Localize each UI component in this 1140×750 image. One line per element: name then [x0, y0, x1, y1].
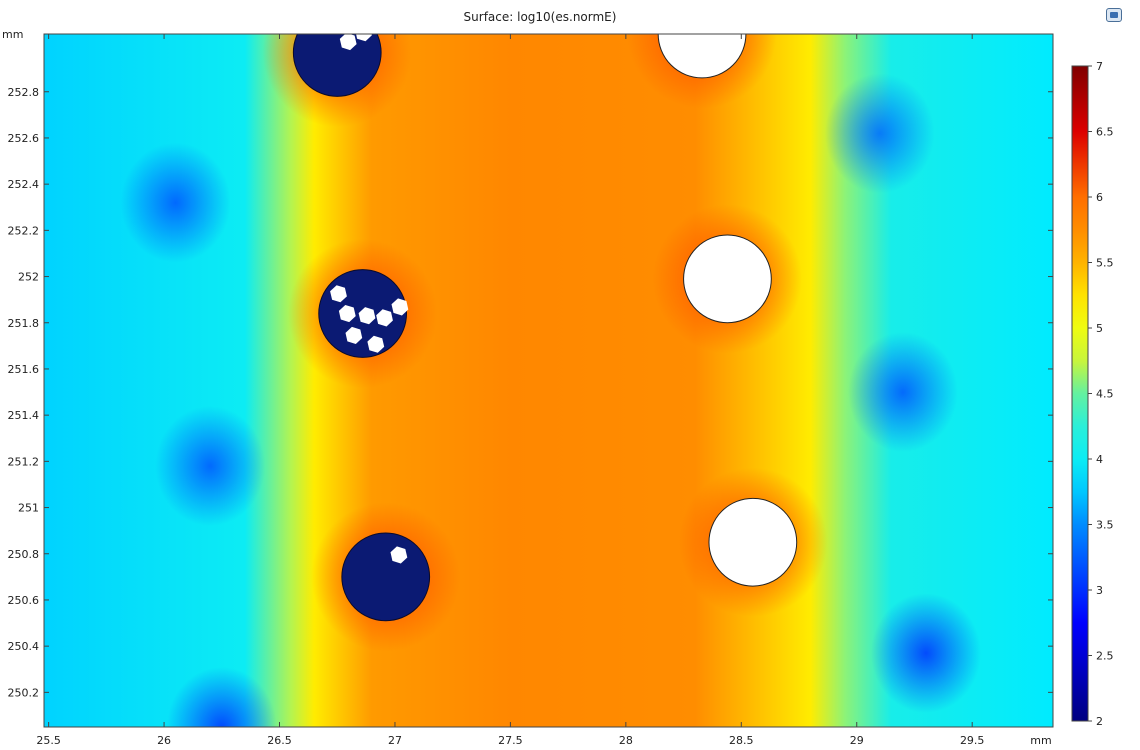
- y-tick-label: 252.4: [8, 178, 40, 191]
- inclusion-speck: [391, 298, 409, 316]
- colorbar-tick-label: 2.5: [1096, 650, 1114, 663]
- inclusion-speck: [330, 285, 347, 303]
- x-tick-label: 29: [850, 734, 864, 747]
- colorbar-tick-label: 3: [1096, 584, 1103, 597]
- colorbar-tick-label: 6.5: [1096, 126, 1114, 139]
- y-tick-label: 251.6: [8, 363, 40, 376]
- plot-area: [44, 34, 1053, 727]
- colorbar-scale: [1071, 65, 1089, 722]
- low-field-spot: [120, 142, 231, 263]
- colorbar-tick-label: 5.5: [1096, 257, 1114, 270]
- low-field-spot: [166, 667, 277, 727]
- y-tick-label: 251.2: [8, 455, 40, 468]
- inclusion-speck: [358, 307, 376, 325]
- inclusion-speck: [376, 309, 393, 327]
- y-axis-label: mm: [2, 28, 23, 41]
- low-field-spot: [824, 73, 935, 194]
- x-tick-label: 27.5: [498, 734, 523, 747]
- void-inclusion: [683, 234, 772, 324]
- x-tick-label: 26: [157, 734, 171, 747]
- x-tick-label: 28.5: [729, 734, 754, 747]
- void-inclusion: [657, 34, 747, 79]
- x-tick-label: 26.5: [267, 734, 292, 747]
- x-tick-label: 29.5: [960, 734, 985, 747]
- plot-frame: [43, 33, 1054, 728]
- y-tick-label: 251.4: [8, 409, 40, 422]
- y-tick-label: 252.8: [8, 86, 40, 99]
- void-inclusion: [708, 497, 798, 587]
- x-tick-label: 25.5: [36, 734, 61, 747]
- x-axis-label: mm: [1030, 734, 1051, 747]
- y-tick-label: 250.6: [8, 594, 40, 607]
- inclusion-speck: [338, 305, 356, 323]
- filled-inclusion: [292, 34, 382, 97]
- inclusion-speck: [367, 335, 385, 353]
- colorbar-tick-label: 3.5: [1096, 519, 1114, 532]
- export-image-icon[interactable]: [1106, 8, 1122, 22]
- colorbar-tick-label: 4.5: [1096, 388, 1114, 401]
- colorbar-tick-label: 2: [1096, 715, 1103, 728]
- y-tick-label: 250.4: [8, 640, 40, 653]
- y-tick-label: 252.6: [8, 132, 40, 145]
- colorbar-tick-label: 5: [1096, 322, 1103, 335]
- y-tick-label: 252: [18, 271, 39, 284]
- x-tick-label: 27: [388, 734, 402, 747]
- colorbar-tick-label: 7: [1096, 60, 1103, 73]
- filled-inclusion: [341, 532, 431, 622]
- low-field-spot: [871, 593, 982, 714]
- inclusion-speck: [345, 326, 363, 344]
- colorbar[interactable]: 2 2.5 3 3.5 4 4.5 5 5.5 6 6.5 7: [1071, 60, 1114, 728]
- inclusion-speck: [390, 546, 408, 564]
- y-tick-label: 250.2: [8, 686, 40, 699]
- low-field-spot: [847, 332, 958, 453]
- x-tick-label: 28: [619, 734, 633, 747]
- y-tick-label: 250.8: [8, 548, 40, 561]
- colorbar-tick-label: 6: [1096, 191, 1103, 204]
- axes: 25.5 26 26.5 27 27.5 28 28.5 29 29.5 250.2 250.4 25…: [2, 28, 1054, 747]
- inclusion-speck: [339, 34, 357, 51]
- colorbar-tick-label: 4: [1096, 453, 1103, 466]
- y-tick-label: 252.2: [8, 224, 40, 237]
- plot-title: Surface: log10(es.normE): [463, 10, 617, 24]
- y-tick-label: 251.8: [8, 317, 40, 330]
- low-field-spot: [155, 405, 266, 526]
- y-tick-label: 251: [18, 502, 39, 515]
- inclusion-speck: [356, 34, 372, 42]
